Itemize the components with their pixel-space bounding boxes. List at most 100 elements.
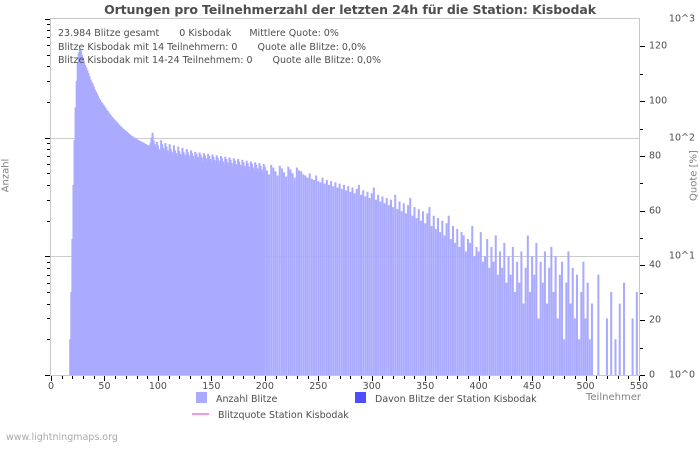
bar [475,246,478,375]
bar [392,207,395,375]
bar [128,133,131,375]
bar [150,137,153,375]
x-minor-tick-mark [435,376,437,379]
y2-axis-label: Quote [%] [688,150,700,201]
bar [194,151,197,375]
bar [256,168,259,375]
bar [221,158,224,375]
bar [76,62,79,375]
bar [428,207,431,375]
bar [439,232,442,375]
x-minor-tick-mark [617,376,619,379]
annotation-3-part-1: Blitze Kisbodak mit 14-24 Teilnehmem: 0 [58,55,253,66]
y2-minor-tick-mark [640,347,643,349]
y-minor-tick-mark [47,292,50,294]
bar [160,140,163,375]
x-minor-tick-mark [467,376,469,379]
bar [481,261,484,375]
bar [353,193,356,375]
bar [187,155,190,375]
bar [336,187,339,375]
legend-item-anzahl-blitze[interactable]: Anzahl Blitze [196,392,277,405]
bar [550,246,553,375]
x-minor-tick-mark [350,376,352,379]
bar [511,246,514,375]
x-minor-tick-mark [232,376,234,379]
bar [586,282,589,375]
x-minor-tick-mark [307,376,309,379]
bar [108,114,111,375]
x-tick-label: 500 [576,381,595,392]
x-tick-mark [585,376,587,381]
bar [167,153,170,375]
bar [240,168,243,375]
bar [141,142,144,375]
y-minor-tick-mark [47,149,50,151]
x-tick-label: 350 [416,381,435,392]
y2-minor-tick-mark [640,183,643,185]
legend-item-blitzquote-station[interactable]: Blitzquote Station Kisbodak [192,410,349,421]
bar [349,191,352,375]
y-minor-tick-mark [47,54,50,56]
annotation-1-part-1: 23.984 Blitze gesamt [58,28,160,39]
x-tick-mark [532,376,534,381]
annotation-2-part-1: Blitze Kisbodak mit 14 Teilnehmern: 0 [58,42,238,53]
x-minor-tick-mark [83,376,85,379]
bar [192,156,195,375]
x-axis-label: Teilnehmer [586,392,641,403]
bar [138,140,141,375]
bar [186,152,189,375]
bar [237,159,240,375]
x-minor-tick-mark [200,376,202,379]
bar [582,261,585,375]
y-minor-tick-mark [47,267,50,269]
y2-tick-label: 60 [649,205,662,217]
y-minor-tick-mark [47,66,50,68]
y2-minor-tick-mark [640,128,643,130]
bar [259,165,262,375]
bar [516,261,519,375]
legend-swatch-blitzquote-station [192,413,209,415]
bar [409,198,412,375]
x-minor-tick-mark [296,376,298,379]
bar [260,169,263,375]
bar [79,50,82,375]
bar [121,128,124,375]
annotation-3-part-2: Quote alle Blitze: 0,0% [272,55,382,66]
bar [228,157,231,375]
bar [338,183,341,375]
x-minor-tick-mark [168,376,170,379]
bar [417,209,420,375]
x-minor-tick-mark [553,376,555,379]
bar [210,162,213,375]
legend-item-davon-blitze-station[interactable]: Davon Blitze der Station Kisbodak [355,392,537,405]
bars-layer [69,48,638,375]
bar [454,242,457,375]
bar [74,107,77,375]
y-minor-tick-mark [47,37,50,39]
bar [520,251,523,375]
bar [219,156,222,375]
y2-tick-label: 40 [649,259,662,271]
y-minor-tick-mark [47,24,50,26]
bar [183,154,186,375]
y2-tick-label: 0 [649,369,656,381]
x-minor-tick-mark [189,376,191,379]
bar [362,190,365,375]
bar [351,187,354,375]
bar [212,156,215,375]
y2-tick-mark [640,375,645,376]
bar [280,168,283,375]
bar [385,198,388,375]
y-minor-tick-mark [47,45,50,47]
bar [161,144,164,375]
bar [178,151,181,375]
bar [308,173,311,375]
y2-tick-label: 120 [649,40,668,52]
legend-label-anzahl-blitze: Anzahl Blitze [216,394,278,405]
bar [342,184,345,375]
bar [424,223,427,375]
bar [492,261,495,375]
bar [402,203,405,375]
x-minor-tick-mark [93,376,95,379]
